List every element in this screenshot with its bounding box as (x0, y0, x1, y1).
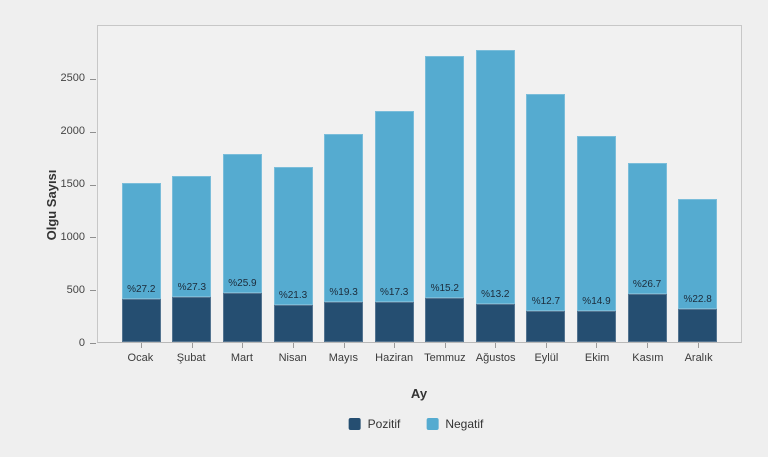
bar-segment-negatif (526, 93, 566, 311)
bar-segment-pozitif (172, 296, 212, 342)
legend-item-pozitif: Pozitif (348, 417, 401, 431)
y-tick-label: 500 (66, 283, 85, 296)
month-label: Şubat (176, 352, 206, 364)
bar-segment-pozitif (374, 302, 414, 342)
bar-segment-pozitif (678, 309, 718, 342)
bar-segment-pozitif (222, 293, 262, 342)
bar-group: %17.3 (369, 26, 420, 348)
bar-group: %27.2 (116, 26, 167, 348)
x-axis-tick (141, 343, 143, 348)
month-label: Nisan (278, 352, 307, 364)
legend-label-negatif: Negatif (445, 417, 484, 431)
stacked-bar: %25.9 (222, 153, 262, 342)
bar-segment-negatif (576, 136, 616, 312)
x-axis-tick (444, 343, 446, 348)
month-label: Haziran (375, 352, 414, 364)
stacked-bar: %22.8 (678, 198, 718, 342)
month-label: Ağustos (475, 352, 516, 364)
x-axis-tick (394, 343, 396, 348)
y-tick-label: 0 (78, 336, 85, 349)
y-tick-label: 2500 (60, 72, 85, 85)
stacked-bar: %21.3 (273, 166, 313, 342)
month-label: Kasım (632, 352, 664, 364)
bar-segment-negatif (374, 111, 414, 303)
stacked-bar: %27.3 (172, 175, 212, 342)
bar-group: %12.7 (521, 26, 572, 348)
legend-swatch-pozitif-icon (348, 418, 361, 430)
plot-area: %27.2 %27.3 %25.9 %21.3 %19.3 %17.3 %15.2 %13.2… (97, 25, 742, 348)
y-axis-tick (90, 131, 96, 133)
month-label: Temmuz (424, 352, 466, 364)
bar-segment-pozitif (121, 298, 161, 342)
stacked-bar: %17.3 (374, 111, 414, 342)
y-axis-tick (90, 343, 96, 344)
bar-segment-negatif (273, 166, 313, 305)
bar-segment-negatif (222, 153, 262, 294)
stacked-bar: %26.7 (627, 163, 667, 342)
stacked-bar: %14.9 (576, 136, 616, 342)
x-axis-title: Ay (410, 386, 428, 401)
bar-segment-pozitif (475, 303, 515, 342)
y-axis-tick (90, 184, 96, 186)
month-label: Aralık (684, 352, 713, 364)
bar-segment-pozitif (526, 310, 566, 342)
legend-swatch-negatif-icon (426, 418, 439, 430)
x-axis-tick (293, 343, 295, 348)
legend: Pozitif Negatif (348, 417, 483, 431)
bar-group: %19.3 (318, 26, 369, 348)
bar-segment-negatif (172, 175, 212, 297)
bar-group: %13.2 (470, 26, 521, 348)
x-axis-labels: Ocak Şubat Mart Nisan Mayıs Haziran Temmuz Ağus… (97, 352, 742, 364)
bar-group: %27.3 (167, 26, 218, 348)
bar-group: %26.7 (622, 26, 673, 348)
bar-segment-pozitif (273, 304, 313, 342)
stacked-bar: %13.2 (475, 50, 515, 342)
month-label: Mayıs (328, 352, 359, 364)
y-tick-label: 1000 (60, 230, 85, 243)
bar-segment-negatif (678, 198, 718, 310)
bar-segment-negatif (324, 133, 364, 302)
bar-segment-negatif (121, 182, 161, 299)
x-axis-tick (191, 343, 193, 348)
x-axis-tick (495, 343, 497, 348)
y-tick-label: 1500 (60, 178, 85, 191)
y-axis-tick (90, 290, 96, 292)
bar-group: %21.3 (268, 26, 319, 348)
x-axis-tick (545, 343, 547, 348)
bar-group: %15.2 (419, 26, 470, 348)
bar-segment-negatif (627, 163, 667, 295)
legend-item-negatif: Negatif (426, 417, 483, 431)
x-axis-tick (242, 343, 244, 348)
x-axis-tick (343, 343, 345, 348)
stacked-bar: %27.2 (121, 182, 161, 342)
bar-group: %14.9 (571, 26, 622, 348)
x-axis-tick (697, 343, 699, 348)
month-label: Mart (230, 352, 253, 364)
stacked-bar: %12.7 (526, 93, 566, 342)
y-axis-tick (90, 78, 96, 80)
y-axis-tick (90, 237, 96, 239)
bar-segment-negatif (475, 50, 515, 304)
bar-segment-pozitif (425, 298, 465, 342)
bars-container: %27.2 %27.3 %25.9 %21.3 %19.3 %17.3 %15.2 %13.2… (98, 26, 741, 348)
x-axis-tick (647, 343, 649, 348)
bar-segment-pozitif (627, 294, 667, 342)
bar-segment-pozitif (324, 301, 364, 342)
month-label: Ekim (584, 352, 610, 364)
bar-group: %25.9 (217, 26, 268, 348)
y-tick-label: 2000 (60, 125, 85, 138)
stacked-bar: %19.3 (324, 133, 364, 342)
month-label: Eylül (534, 352, 559, 364)
bar-group: %22.8 (672, 26, 723, 348)
bar-segment-pozitif (576, 311, 616, 342)
x-axis-tick (596, 343, 598, 348)
bar-segment-negatif (425, 55, 465, 299)
stacked-bar: %15.2 (425, 55, 465, 342)
month-label: Ocak (127, 352, 154, 364)
legend-label-pozitif: Pozitif (367, 417, 401, 431)
